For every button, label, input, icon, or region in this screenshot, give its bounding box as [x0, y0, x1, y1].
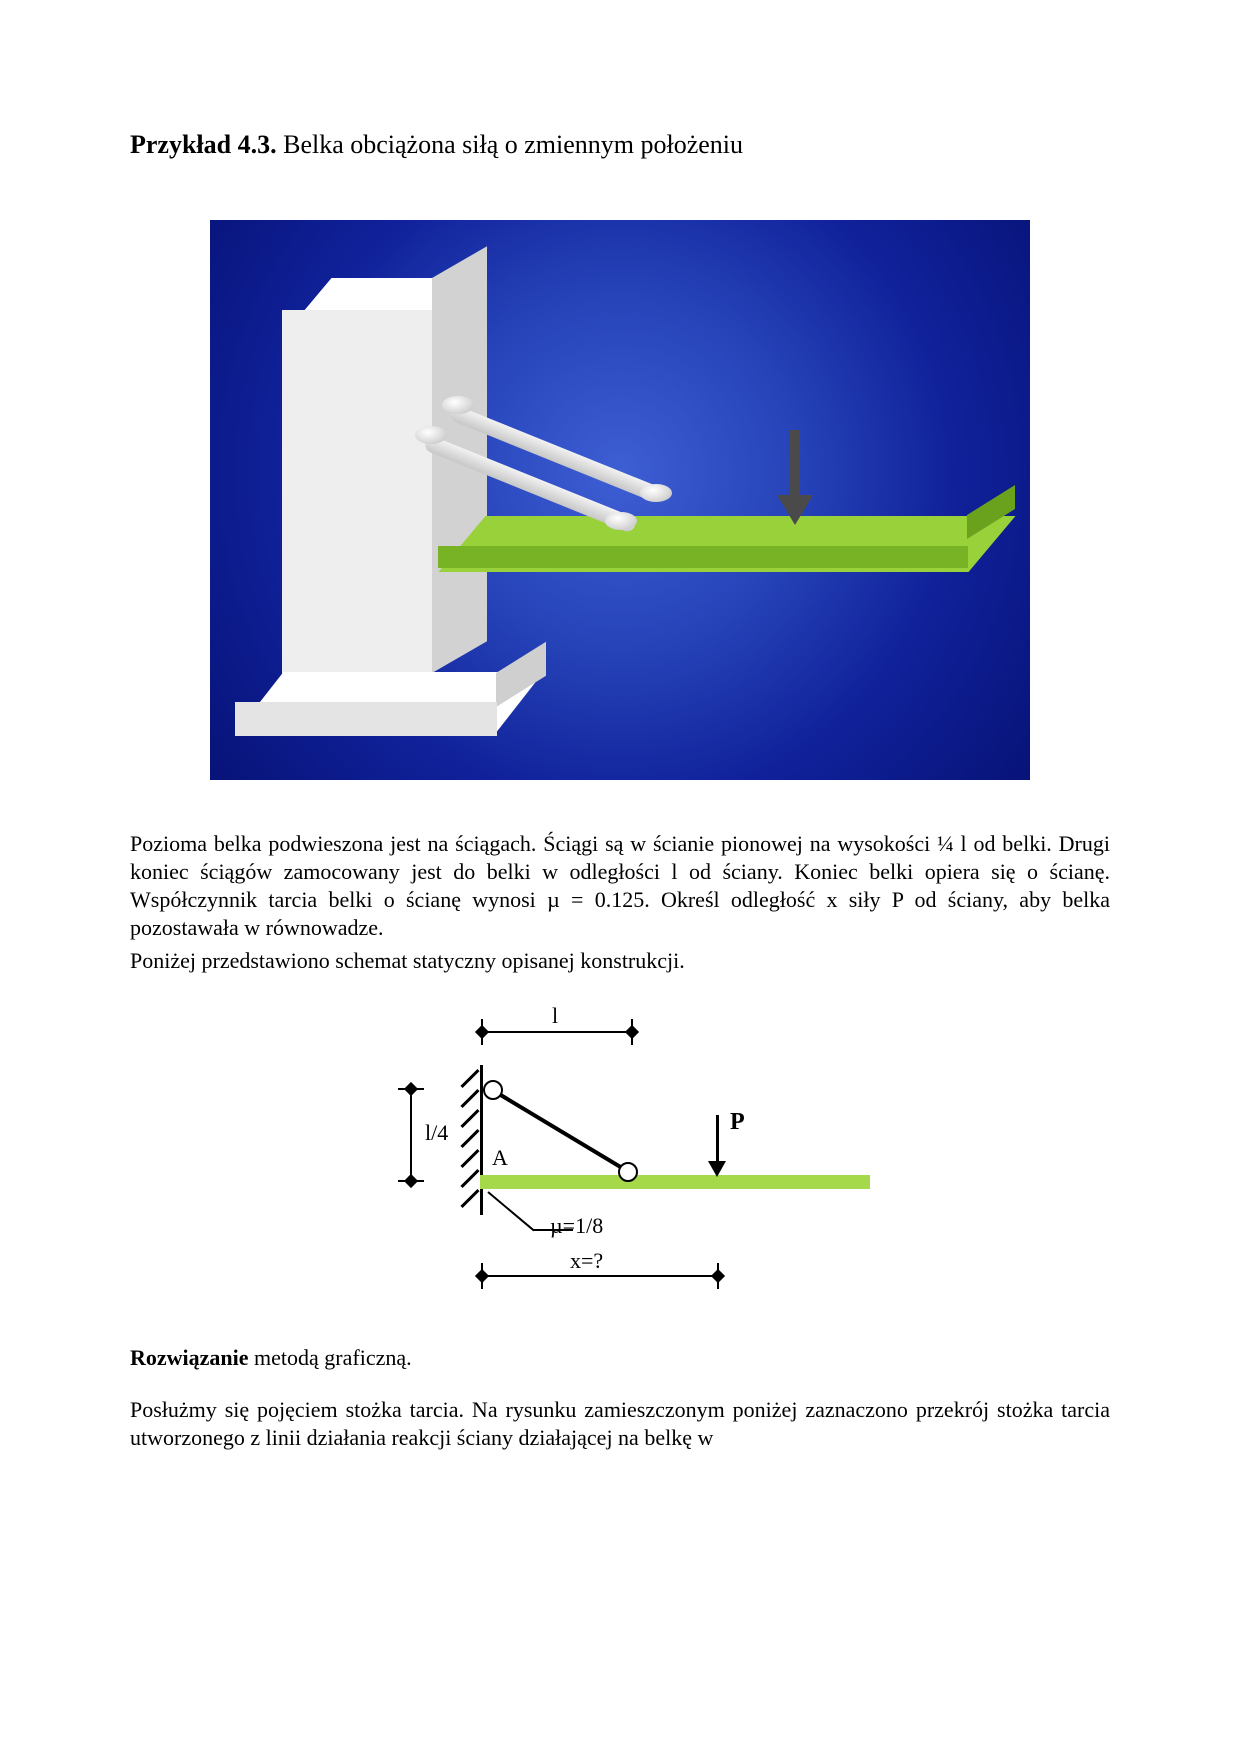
beam-front-face [438, 546, 968, 568]
solution-bold: Rozwiązanie [130, 1345, 249, 1370]
pin-icon [442, 396, 474, 414]
problem-statement: Pozioma belka podwieszona jest na ściąga… [130, 830, 1110, 975]
label-P: P [730, 1109, 745, 1136]
paragraph-1: Pozioma belka podwieszona jest na ściąga… [130, 830, 1110, 943]
hatch-line [460, 1089, 479, 1108]
force-arrow-head-icon [777, 495, 813, 525]
dim-endpoint-icon [711, 1269, 725, 1283]
dim-endpoint-icon [475, 1269, 489, 1283]
label-l: l [552, 1003, 558, 1029]
pin-icon [605, 512, 637, 530]
force-p-stem [716, 1115, 719, 1165]
mu-leader-line [487, 1191, 534, 1231]
dim-endpoint-icon [475, 1025, 489, 1039]
tie-rod-line [493, 1089, 624, 1170]
dim-endpoint-icon [404, 1082, 418, 1096]
hatch-line [460, 1069, 479, 1088]
label-x: x=? [570, 1248, 603, 1274]
figure-3d-beam [210, 220, 1030, 780]
dim-line-x [482, 1275, 718, 1277]
label-l4: l/4 [425, 1120, 448, 1146]
force-p-arrow-icon [708, 1161, 726, 1177]
figure-schematic: l l/4 A P µ=1/8 [370, 1005, 870, 1315]
force-arrow-stem [790, 430, 800, 500]
hatch-line [460, 1109, 479, 1128]
hatch-line [460, 1189, 479, 1208]
base-front-face [235, 702, 497, 736]
solution-heading: Rozwiązanie metodą graficzną. [130, 1345, 1110, 1371]
label-A: A [492, 1145, 508, 1171]
hinge-node-icon [618, 1162, 638, 1182]
title-label: Przykład 4.3. [130, 130, 277, 159]
dim-endpoint-icon [404, 1174, 418, 1188]
schematic-beam [480, 1175, 870, 1189]
hatch-line [460, 1129, 479, 1148]
solution-rest: metodą graficzną. [249, 1345, 412, 1370]
paragraph-3: Posłużmy się pojęciem stożka tarcia. Na … [130, 1396, 1110, 1452]
page-title: Przykład 4.3. Belka obciążona siłą o zmi… [130, 130, 1110, 160]
pin-icon [640, 484, 672, 502]
hinge-node-icon [483, 1080, 503, 1100]
pin-icon [415, 426, 447, 444]
hatch-line [460, 1169, 479, 1188]
dim-endpoint-icon [625, 1025, 639, 1039]
title-rest: Belka obciążona siłą o zmiennym położeni… [277, 130, 743, 159]
document-page: Przykład 4.3. Belka obciążona siłą o zmi… [0, 0, 1240, 1754]
paragraph-2: Poniżej przedstawiono schemat statyczny … [130, 947, 1110, 975]
dim-line-l4 [410, 1089, 412, 1181]
dim-line-l [482, 1031, 632, 1033]
label-mu: µ=1/8 [550, 1213, 603, 1239]
hatch-line [460, 1149, 479, 1168]
wall-front-face [282, 310, 432, 705]
solution-paragraph: Posłużmy się pojęciem stożka tarcia. Na … [130, 1396, 1110, 1452]
